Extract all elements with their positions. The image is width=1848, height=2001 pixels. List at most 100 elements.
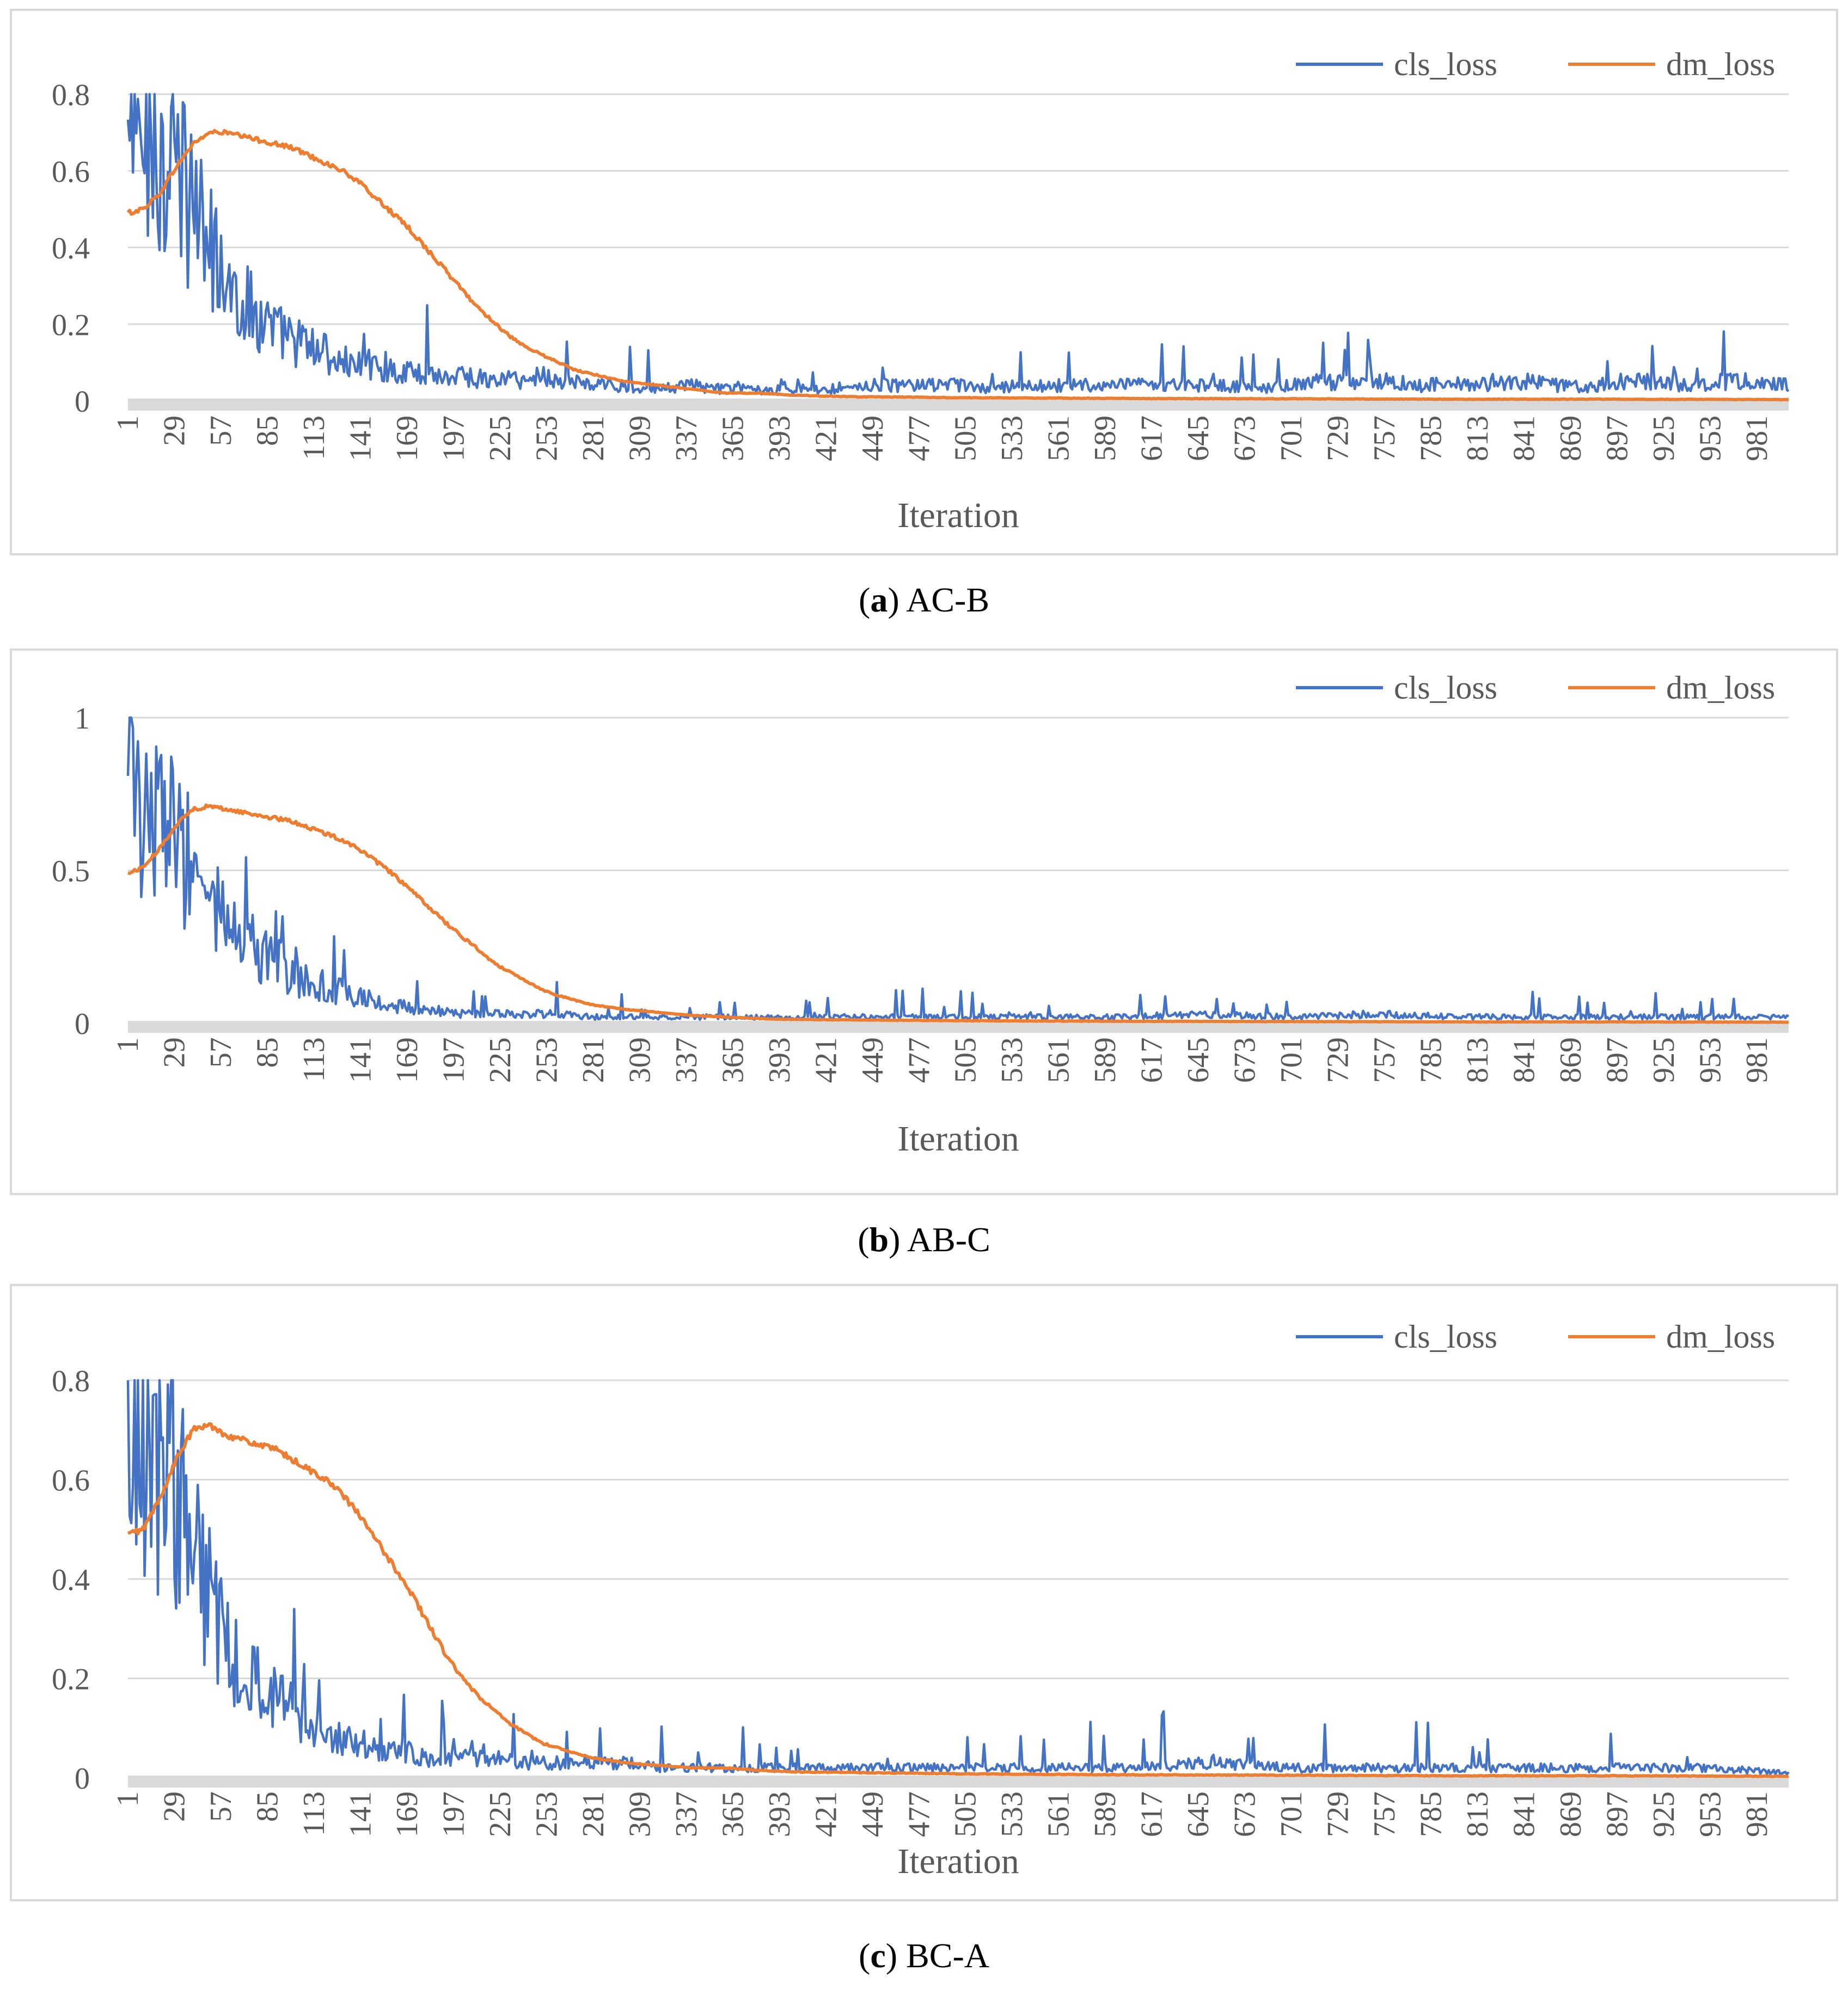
y-tick-label: 0.4: [52, 232, 90, 266]
x-tick-label: 449: [856, 1037, 890, 1083]
x-tick-label: 309: [623, 1037, 657, 1083]
x-tick-label: 617: [1135, 1791, 1169, 1837]
legend-label-cls-loss: cls_loss: [1394, 670, 1497, 706]
x-tick-label: 253: [530, 1037, 564, 1083]
x-tick-label: 337: [670, 415, 703, 461]
chart-c-series: [126, 1379, 1790, 1778]
x-tick-label: 29: [157, 415, 191, 446]
chart-c-y-tick-labels: 0 0.2 0.4 0.6 0.8: [52, 1364, 90, 1796]
y-tick-label: 0: [75, 1007, 90, 1041]
x-tick-label: 169: [390, 415, 424, 461]
x-tick-label: 925: [1647, 415, 1681, 461]
x-tick-label: 57: [204, 1791, 238, 1822]
x-tick-label: 813: [1461, 1037, 1495, 1083]
x-tick-label: 561: [1042, 415, 1076, 461]
x-tick-label: 645: [1182, 415, 1215, 461]
series-cls-loss-line: [126, 716, 1789, 1021]
legend-label-dm-loss: dm_loss: [1666, 46, 1775, 82]
x-tick-label: 29: [157, 1791, 191, 1822]
x-tick-label: 981: [1740, 1037, 1774, 1083]
x-tick-label: 477: [902, 1791, 936, 1837]
x-tick-label: 281: [577, 1037, 610, 1083]
chart-c-legend: cls_loss dm_loss: [1296, 1319, 1775, 1355]
x-tick-label: 617: [1135, 415, 1169, 461]
x-tick-label: 393: [763, 415, 797, 461]
y-tick-label: 0: [75, 385, 90, 419]
x-tick-label: 785: [1415, 1791, 1448, 1837]
chart-a-x-axis-bar: [128, 399, 1789, 411]
x-tick-label: 113: [297, 1037, 331, 1082]
chart-c-x-tick-labels: 1 29 57 85 113 141 169 197 225 253 281 309 337 365 393…: [111, 1791, 1774, 1837]
y-tick-label: 1: [75, 702, 90, 736]
chart-a-frame: [10, 9, 1838, 555]
x-tick-label: 309: [623, 415, 657, 461]
chart-c-x-axis-title: Iteration: [897, 1841, 1019, 1881]
x-tick-label: 225: [484, 415, 517, 461]
x-tick-label: 953: [1694, 1791, 1728, 1837]
series-cls-loss-line: [126, 93, 1790, 396]
caption-c-letter: c: [870, 1936, 886, 1975]
x-tick-label: 85: [250, 1037, 284, 1068]
x-tick-label: 981: [1740, 1791, 1774, 1837]
chart-a-x-tick-labels: 1 29 57 85 113 141 169 197 225 253 281 309 337 365 393…: [111, 415, 1774, 461]
x-tick-label: 841: [1508, 1791, 1541, 1837]
series-cls-loss-line: [126, 1379, 1790, 1776]
chart-b-y-tick-labels: 00.51: [52, 702, 90, 1041]
x-tick-label: 813: [1461, 1791, 1495, 1837]
x-tick-label: 701: [1275, 1037, 1308, 1083]
x-tick-label: 337: [670, 1791, 703, 1837]
chart-c-x-axis-bar: [128, 1776, 1789, 1788]
x-tick-label: 393: [763, 1037, 797, 1083]
x-tick-label: 365: [716, 415, 750, 461]
x-tick-label: 645: [1182, 1037, 1215, 1083]
x-tick-label: 589: [1088, 1037, 1122, 1083]
caption-a-letter: a: [870, 580, 888, 619]
x-tick-label: 897: [1601, 415, 1635, 461]
x-tick-label: 701: [1275, 1791, 1308, 1837]
x-tick-label: 505: [949, 415, 983, 461]
x-tick-label: 729: [1321, 1037, 1355, 1083]
x-tick-label: 421: [809, 415, 843, 461]
x-tick-label: 505: [949, 1037, 983, 1083]
y-tick-label: 0.5: [52, 855, 90, 889]
x-tick-label: 57: [204, 1037, 238, 1068]
series-dm-loss-line: [127, 803, 1789, 1024]
caption-b: (b) AB-C: [858, 1220, 990, 1259]
y-tick-label: 0.2: [52, 308, 90, 342]
caption-a-text: AC-B: [906, 580, 989, 619]
x-tick-label: 281: [577, 415, 610, 461]
x-tick-label: 785: [1415, 1037, 1448, 1083]
x-tick-label: 645: [1182, 1791, 1215, 1837]
x-tick-label: 197: [437, 415, 470, 461]
x-tick-label: 505: [949, 1791, 983, 1837]
x-tick-label: 477: [902, 415, 936, 461]
x-tick-label: 533: [995, 415, 1029, 461]
y-tick-label: 0.6: [52, 155, 90, 189]
series-dm-loss-line: [127, 1422, 1789, 1778]
x-tick-label: 421: [809, 1791, 843, 1837]
x-tick-label: 869: [1554, 415, 1588, 461]
x-tick-label: 141: [344, 1037, 377, 1083]
x-tick-label: 253: [530, 415, 564, 461]
chart-panel-a: 0 0.2 0.4 0.6 0.8 1 29 57 85 113 141 169 197 225 253 2…: [0, 9, 1848, 565]
x-tick-label: 617: [1135, 1037, 1169, 1083]
x-tick-label: 1: [111, 415, 145, 431]
x-tick-label: 673: [1228, 1037, 1262, 1083]
chart-b-x-tick-labels: 1 29 57 85 113 141 169 197 225 253 281 309 337 365 393…: [111, 1037, 1774, 1083]
x-tick-label: 197: [437, 1791, 470, 1837]
x-tick-label: 673: [1228, 1791, 1262, 1837]
chart-c-gridlines: [128, 1379, 1789, 1679]
x-tick-label: 953: [1694, 415, 1728, 461]
x-tick-label: 253: [530, 1791, 564, 1837]
y-tick-label: 0.2: [52, 1663, 90, 1697]
x-tick-label: 981: [1740, 415, 1774, 461]
legend-label-cls-loss: cls_loss: [1394, 46, 1497, 82]
caption-c: (c) BC-A: [859, 1936, 989, 1975]
x-tick-label: 925: [1647, 1037, 1681, 1083]
x-tick-label: 85: [250, 1791, 284, 1822]
x-tick-label: 533: [995, 1791, 1029, 1837]
caption-a: (a) AC-B: [859, 580, 989, 619]
x-tick-label: 673: [1228, 415, 1262, 461]
x-tick-label: 113: [297, 1791, 331, 1836]
x-tick-label: 729: [1321, 1791, 1355, 1837]
